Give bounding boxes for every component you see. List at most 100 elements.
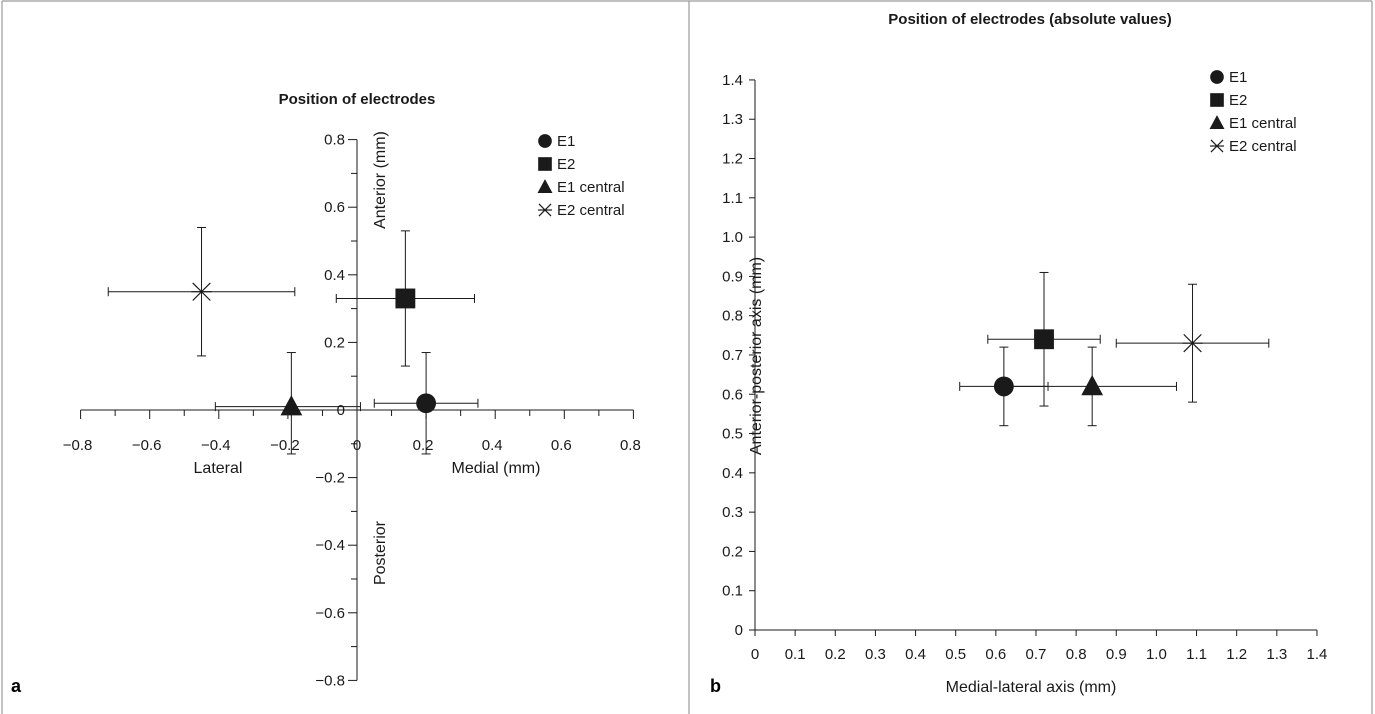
panel-a-x-tick-label: −0.4: [201, 437, 231, 454]
panel-b-title: Position of electrodes (absolute values): [888, 11, 1171, 28]
panel-a: Position of electrodes Lateral Medial (m…: [11, 91, 641, 696]
panel-a-y-tick-label: −0.8: [315, 672, 345, 689]
panel-b-y-tick-label: 1.4: [722, 72, 743, 89]
panel-a-marker-0: [416, 393, 437, 414]
panel-a-y-tick-label: 0: [337, 402, 345, 419]
panel-a-legend-item-3: E2 central: [538, 202, 625, 219]
panel-a-y-tick-label: 0.6: [324, 199, 345, 216]
panel-a-xlabel-left: Lateral: [194, 460, 243, 477]
panel-b-ylabel: Anterior-posterior axis (mm): [748, 257, 765, 455]
panel-b-legend-label-2: E1 central: [1229, 115, 1297, 132]
panel-a-y-tick-label: −0.2: [315, 470, 345, 487]
panel-b-x-tick-label: 0.1: [785, 646, 806, 663]
panel-b-x-tick-label: 0: [751, 646, 759, 663]
panel-a-legend-label-3: E2 central: [557, 202, 625, 219]
panel-a-legend-item-2: E1 central: [537, 179, 625, 196]
panel-b-point-2: [1007, 346, 1177, 427]
panel-b-legend-item-2: E1 central: [1209, 115, 1297, 132]
panel-a-xlabel-right: Medial (mm): [452, 460, 541, 477]
panel-b-point-1: [987, 271, 1101, 407]
panel-a-y-tick-label: −0.6: [315, 605, 345, 622]
panel-a-marker-1: [395, 288, 416, 309]
panel-b-label: b: [710, 676, 721, 696]
panel-b-y-tick-label: 0.7: [722, 347, 743, 364]
panel-b-y-tick-label: 0.9: [722, 268, 743, 285]
panel-a-point-2: [214, 352, 361, 455]
panel-a-marker-3: [191, 282, 212, 301]
panel-a-y-tick-label: 0.2: [324, 334, 345, 351]
panel-b-marker-2: [1081, 374, 1104, 396]
panel-b-point-3: [1115, 283, 1270, 403]
panel-b-x-tick-label: 0.4: [905, 646, 926, 663]
panel-b-y-tick-label: 0.4: [722, 465, 743, 482]
panel-a-y-tick-label: −0.4: [315, 537, 345, 554]
panel-b-legend-label-0: E1: [1229, 69, 1247, 86]
panel-b-legend-item-3: E2 central: [1210, 138, 1297, 155]
panel-a-legend-label-1: E2: [557, 156, 575, 173]
panel-b-y-tick-label: 0: [735, 622, 743, 639]
panel-b-x-tick-label: 1.2: [1226, 646, 1247, 663]
panel-b-legend-marker-0: [1210, 70, 1224, 84]
panel-b-x-tick-label: 1.3: [1266, 646, 1287, 663]
panel-b-y-tick-label: 0.6: [722, 386, 743, 403]
panel-b-y-tick-label: 0.1: [722, 583, 743, 600]
panel-a-ylabel-top: Anterior (mm): [372, 131, 389, 229]
panel-b-point-0: [959, 346, 1049, 427]
panel-a-y-tick-label: 0.8: [324, 132, 345, 149]
panel-a-legend-label-2: E1 central: [557, 179, 625, 196]
panel-b-x-tick-label: 0.3: [865, 646, 886, 663]
panel-b-legend-label-1: E2: [1229, 92, 1247, 109]
panel-b-x-tick-label: 0.2: [825, 646, 846, 663]
panel-b-legend-item-0: E1: [1210, 69, 1247, 86]
panel-b-y-tick-label: 0.3: [722, 504, 743, 521]
panel-b-x-tick-label: 0.8: [1066, 646, 1087, 663]
panel-a-legend-marker-1: [538, 157, 552, 171]
panel-b-marker-0: [993, 376, 1014, 397]
panel-a-legend-marker-2: [537, 179, 553, 194]
panel-b-x-tick-label: 1.1: [1186, 646, 1207, 663]
panel-b-x-tick-label: 0.6: [985, 646, 1006, 663]
panel-b-y-tick-label: 1.0: [722, 229, 743, 246]
panel-b-legend-item-1: E2: [1210, 92, 1247, 109]
panel-a-title: Position of electrodes: [279, 91, 436, 108]
panel-b-x-tick-label: 0.9: [1106, 646, 1127, 663]
panel-b-marker-1: [1034, 329, 1054, 350]
panel-b-x-tick-label: 1.0: [1146, 646, 1167, 663]
panel-a-x-tick-label: −0.8: [63, 437, 93, 454]
panel-a-marker-2: [280, 395, 303, 416]
panel-b-legend-label-3: E2 central: [1229, 138, 1297, 155]
panel-a-x-tick-label: 0.2: [413, 437, 434, 454]
panel-a-x-tick-label: 0.8: [620, 437, 641, 454]
panel-b-legend-marker-3: [1210, 139, 1224, 153]
panel-b-y-tick-label: 0.5: [722, 426, 743, 443]
panel-a-x-tick-label: 0.4: [482, 437, 503, 454]
panel-b-x-tick-label: 0.7: [1026, 646, 1047, 663]
panel-b-marker-3: [1182, 333, 1203, 353]
panel-a-x-tick-label: 0: [353, 437, 361, 454]
panel-b: Position of electrodes (absolute values)…: [710, 11, 1327, 696]
panel-b-y-tick-label: 1.3: [722, 111, 743, 128]
panel-a-point-3: [107, 226, 296, 357]
panel-a-x-tick-label: −0.6: [132, 437, 162, 454]
panel-a-x-tick-label: 0.6: [551, 437, 572, 454]
panel-a-legend-marker-0: [538, 134, 552, 148]
panel-b-x-tick-label: 1.4: [1307, 646, 1328, 663]
panel-a-legend-label-0: E1: [557, 133, 575, 150]
panel-b-y-tick-label: 0.2: [722, 543, 743, 560]
panel-a-legend-item-1: E2: [538, 156, 575, 173]
panel-a-legend-marker-3: [538, 203, 552, 217]
panel-a-legend-item-0: E1: [538, 133, 575, 150]
panel-b-legend-marker-1: [1210, 93, 1224, 107]
panel-b-xlabel: Medial-lateral axis (mm): [946, 679, 1117, 696]
panel-a-point-1: [335, 230, 475, 367]
panel-a-ylabel-bottom: Posterior: [372, 520, 389, 585]
panel-a-point-0: [373, 352, 479, 455]
panel-a-x-tick-label: −0.2: [270, 437, 300, 454]
panel-b-y-tick-label: 1.2: [722, 151, 743, 168]
panel-b-legend-marker-2: [1209, 115, 1225, 130]
panel-a-y-tick-label: 0.4: [324, 267, 345, 284]
panel-b-y-tick-label: 1.1: [722, 190, 743, 207]
panel-a-label: a: [11, 676, 22, 696]
panel-b-y-tick-label: 0.8: [722, 308, 743, 325]
